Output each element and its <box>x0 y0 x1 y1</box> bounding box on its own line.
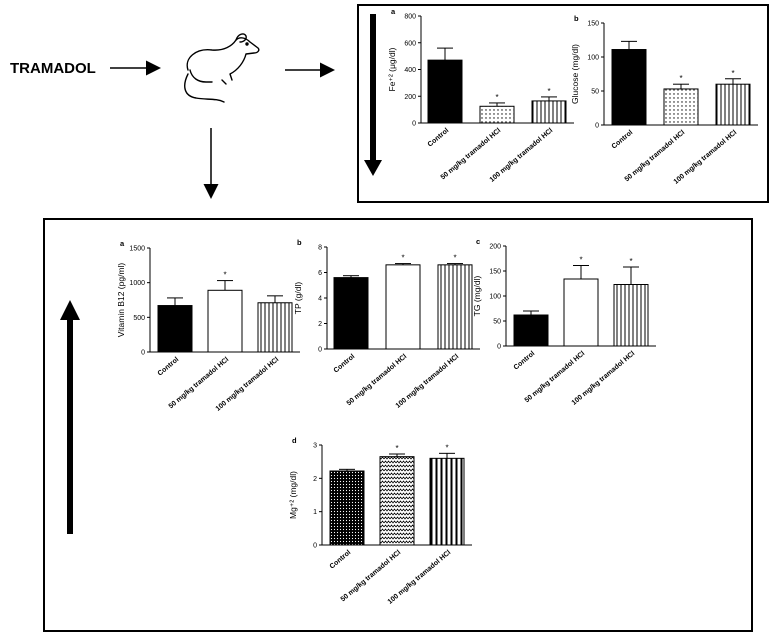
significance-marker: * <box>579 256 582 265</box>
significance-marker: * <box>679 74 682 83</box>
significance-marker: * <box>453 254 456 263</box>
y-tick-label: 2 <box>318 321 322 328</box>
y-tick-label: 500 <box>133 315 145 322</box>
y-tick-label: 8 <box>318 245 322 252</box>
bar <box>207 289 243 353</box>
y-tick-label: 200 <box>489 244 501 251</box>
significance-marker: * <box>401 254 404 263</box>
y-tick-label: 50 <box>591 89 599 96</box>
y-tick-label: 1 <box>313 509 317 516</box>
category-label: 50 mg/kg tramadol HCl <box>346 353 409 407</box>
significance-marker: * <box>395 444 398 453</box>
y-tick-label: 800 <box>404 14 416 21</box>
category-label: Control <box>333 353 357 374</box>
y-tick-label: 0 <box>313 543 317 550</box>
bar <box>513 314 549 347</box>
chart-iron: 0 200 400 600 800 Fe⁺² (μg/dl) a Control * 50 mg/… <box>387 7 574 184</box>
y-tick-label: 0 <box>412 121 416 128</box>
y-tick-label: 400 <box>404 67 416 74</box>
panel-letter: c <box>476 237 480 246</box>
bar <box>613 284 649 347</box>
panel-letter: a <box>391 7 396 16</box>
bar <box>379 456 415 546</box>
y-axis-label: Fe⁺² (μg/dl) <box>387 47 397 91</box>
significance-marker: * <box>731 69 734 78</box>
bar <box>437 264 473 350</box>
y-tick-label: 2 <box>313 476 317 483</box>
bottom-panel-border <box>43 218 753 632</box>
bar <box>257 302 293 353</box>
y-tick-label: 0 <box>141 350 145 357</box>
panel-letter: d <box>292 436 297 445</box>
bar <box>479 105 515 124</box>
y-axis-label: Glucose (mg/dl) <box>570 44 580 104</box>
bar <box>329 470 365 546</box>
significance-marker: * <box>223 271 226 280</box>
bar <box>333 277 369 350</box>
top-panel-border <box>357 4 769 203</box>
y-tick-label: 150 <box>587 21 599 28</box>
y-axis-label: TP (g/dl) <box>293 282 303 315</box>
y-tick-label: 100 <box>587 55 599 62</box>
bar <box>385 264 421 350</box>
panel-letter: a <box>120 239 125 248</box>
y-tick-label: 50 <box>493 319 501 326</box>
bar <box>531 100 567 124</box>
y-tick-label: 100 <box>489 294 501 301</box>
category-label: Control <box>611 129 635 150</box>
significance-marker: * <box>629 257 632 266</box>
bar <box>611 49 647 126</box>
rat-icon <box>184 33 260 103</box>
bar <box>429 457 465 546</box>
significance-marker: * <box>495 93 498 102</box>
chart-glucose: 0 50 100 150 Glucose (mg/dl) b Control * 50 mg/k… <box>570 14 758 186</box>
bar <box>427 59 463 124</box>
y-axis-label: TG (mg/dl) <box>472 276 482 317</box>
category-label: Control <box>427 127 451 148</box>
category-label: 50 mg/kg tramadol HCl <box>624 129 687 183</box>
y-tick-label: 0 <box>595 123 599 130</box>
y-axis-label: Mg⁺² (mg/dl) <box>288 471 298 519</box>
category-label: Control <box>157 356 181 377</box>
y-tick-label: 1000 <box>129 280 145 287</box>
y-tick-label: 6 <box>318 270 322 277</box>
bar <box>715 83 751 126</box>
y-tick-label: 150 <box>489 269 501 276</box>
y-tick-label: 3 <box>313 443 317 450</box>
y-tick-label: 600 <box>404 40 416 47</box>
tramadol-label: TRAMADOL <box>10 60 96 77</box>
bar <box>563 278 599 347</box>
y-axis-label: Vitamin B12 (pg/ml) <box>116 263 126 338</box>
significance-marker: * <box>445 443 448 452</box>
category-label: Control <box>329 549 353 570</box>
category-label: 50 mg/kg tramadol HCl <box>440 127 503 181</box>
chart-vitamin-b12: 0 500 1000 1500 Vitamin B12 (pg/ml) a Control *… <box>116 239 300 413</box>
bar <box>663 88 699 126</box>
y-tick-label: 0 <box>497 344 501 351</box>
y-tick-label: 0 <box>318 347 322 354</box>
y-tick-label: 200 <box>404 94 416 101</box>
significance-marker: * <box>547 87 550 96</box>
y-tick-label: 1500 <box>129 246 145 253</box>
category-label: Control <box>513 350 537 371</box>
panel-letter: b <box>574 14 579 23</box>
chart-total-protein: 0 2 4 6 8 TP (g/dl) b Control * 50 mg/kg tramadol… <box>293 238 480 410</box>
y-tick-label: 4 <box>318 296 322 303</box>
bar <box>157 305 193 353</box>
panel-letter: b <box>297 238 302 247</box>
